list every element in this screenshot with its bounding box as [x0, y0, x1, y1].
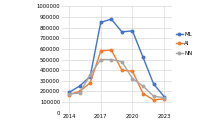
AI [131, 70, 134, 72]
AI [99, 50, 102, 52]
ML [142, 57, 144, 58]
Legend: ML, AI, NN: ML, AI, NN [176, 31, 193, 56]
NN [163, 97, 165, 99]
AI [142, 93, 144, 94]
AI [121, 69, 123, 71]
Line: AI: AI [68, 49, 165, 101]
ML [152, 83, 155, 85]
NN [152, 95, 155, 97]
ML [99, 22, 102, 23]
ML [131, 30, 134, 32]
AI [110, 49, 113, 51]
NN [142, 85, 144, 87]
NN [99, 59, 102, 60]
NN [89, 74, 92, 76]
NN [110, 59, 113, 60]
AI [68, 94, 70, 95]
NN [78, 92, 81, 94]
ML [163, 96, 165, 98]
AI [152, 99, 155, 101]
AI [163, 98, 165, 100]
ML [110, 18, 113, 20]
AI [78, 91, 81, 92]
ML [78, 85, 81, 87]
AI [89, 82, 92, 84]
ML [89, 76, 92, 77]
NN [121, 61, 123, 62]
Line: ML: ML [68, 18, 165, 98]
ML [121, 31, 123, 33]
NN [68, 93, 70, 95]
Line: NN: NN [68, 58, 165, 99]
ML [68, 92, 70, 93]
NN [131, 78, 134, 79]
